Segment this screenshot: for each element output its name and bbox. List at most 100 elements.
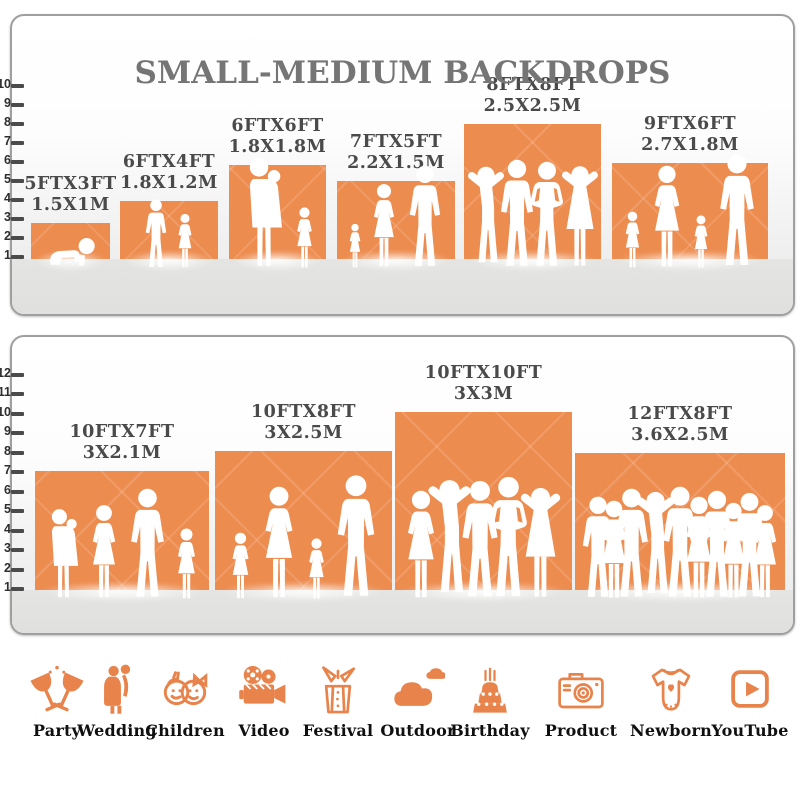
ruler-tick xyxy=(11,372,24,377)
ruler-number: 5 xyxy=(4,502,11,516)
festival-icon xyxy=(322,666,356,714)
ruler-number: 7 xyxy=(4,133,11,148)
backdrop-size-m: 1.8X1.2M xyxy=(120,173,218,193)
woman-silhouette xyxy=(367,183,401,269)
ruler-number: 3 xyxy=(4,541,11,555)
girl-silhouette xyxy=(227,532,254,600)
figure-group xyxy=(464,159,601,269)
category-label: Newborn xyxy=(630,721,712,740)
ruler-tick xyxy=(11,489,24,494)
ruler-number: 1 xyxy=(4,580,11,594)
backdrop-size-ft: 6FTX6FT xyxy=(231,116,324,136)
backdrop-size-label: 8FTX8FT 2.5X2.5M xyxy=(484,75,582,117)
backdrop-size-label: 10FTX10FT 3X3M xyxy=(425,363,543,405)
video-icon xyxy=(239,665,286,704)
backdrop-size-m: 3X2.5M xyxy=(264,423,343,443)
youtube-icon xyxy=(731,670,769,708)
ruler-number: 6 xyxy=(4,482,11,497)
children-icon xyxy=(163,671,208,706)
ruler-tick xyxy=(11,216,24,221)
figure-group xyxy=(31,235,110,269)
ruler-tick xyxy=(11,411,24,416)
ruler-tick xyxy=(11,450,24,455)
ruler-tick xyxy=(11,140,24,145)
ruler-tick xyxy=(11,548,24,552)
figure-group xyxy=(215,474,392,600)
girl-silhouette xyxy=(174,213,196,269)
figure-group xyxy=(229,157,326,269)
ruler-tick xyxy=(11,159,24,164)
wedding-icon xyxy=(104,664,131,714)
figure-ground-glow xyxy=(468,251,597,271)
backdrop-size-m: 1.5X1M xyxy=(31,195,110,215)
ruler-tick xyxy=(11,83,24,88)
category-label: Video xyxy=(238,721,290,740)
category-label: Children xyxy=(145,721,225,740)
ruler-tick xyxy=(11,567,24,572)
woman-arms-up-silhouette xyxy=(555,164,605,269)
ruler-number: 6 xyxy=(4,152,11,167)
ruler-tick xyxy=(11,392,24,396)
backdrop-size-m: 3X3M xyxy=(453,384,514,404)
category-label: Party xyxy=(32,721,82,740)
backdrop-size-ft: 10FTX8FT xyxy=(250,402,357,422)
category-item-birthday: Birthday xyxy=(445,662,535,740)
ruler-number: 9 xyxy=(4,424,11,438)
ruler-tick xyxy=(11,254,24,259)
ruler-tick xyxy=(11,587,24,591)
ruler-number: 4 xyxy=(4,521,11,536)
backdrop-size-m: 2.7X1.8M xyxy=(641,135,739,155)
backdrop-size-ft: 7FTX5FT xyxy=(349,132,443,152)
backdrop-size-m: 1.8X1.8M xyxy=(228,137,327,157)
figure-group xyxy=(337,165,455,269)
backdrop-size-label: 9FTX6FT 2.7X1.8M xyxy=(641,114,739,156)
backdrop-size-label: 10FTX7FT 3X2.1M xyxy=(69,422,174,464)
ruler-tick xyxy=(11,102,24,107)
backdrop-size-m: 2.5X2.5M xyxy=(483,96,582,116)
backdrop-size-ft: 10FTX10FT xyxy=(424,363,543,383)
product-icon xyxy=(558,673,604,709)
category-item-youtube: YouTube xyxy=(705,662,795,740)
girl-silhouette xyxy=(292,207,317,269)
newborn-icon xyxy=(651,668,691,711)
backdrop-size-ft: 12FTX8FT xyxy=(627,404,733,424)
girl-silhouette xyxy=(621,211,644,269)
category-item-video: Video xyxy=(219,662,309,740)
page-title: SMALL-MEDIUM BACKDROPS xyxy=(134,54,671,91)
category-item-product: Product xyxy=(536,662,626,740)
boy-silhouette xyxy=(142,199,170,269)
backdrop-size-ft: 8FTX8FT xyxy=(486,75,579,95)
category-label: Outdoor xyxy=(380,721,456,740)
backdrop-size-ft: 10FTX7FT xyxy=(69,422,175,442)
ruler-tick xyxy=(11,431,24,435)
ruler-number: 7 xyxy=(4,463,11,477)
backdrop-size-ft: 5FTX3FT xyxy=(24,174,117,194)
ruler-number: 8 xyxy=(4,114,11,129)
figure-ground-glow xyxy=(341,251,451,271)
woman-arms-up-silhouette xyxy=(513,486,568,600)
backdrop-size-ft: 9FTX6FT xyxy=(643,114,737,134)
woman-silhouette xyxy=(256,486,302,600)
ruler-tick xyxy=(11,197,24,202)
woman-holding-baby-silhouette xyxy=(43,508,83,600)
man-silhouette xyxy=(125,488,170,600)
ruler-tick xyxy=(11,178,24,183)
ruler-tick xyxy=(11,509,24,513)
woman-silhouette xyxy=(746,504,784,600)
backdrop-swatch xyxy=(120,201,218,259)
girl-silhouette xyxy=(172,528,201,600)
ruler-number: 4 xyxy=(4,190,11,205)
ruler-tick xyxy=(11,470,24,474)
backdrop-size-m: 3X2.1M xyxy=(82,443,162,463)
ruler-number: 8 xyxy=(4,443,11,458)
size-chart-panel-small: SMALL-MEDIUM BACKDROPS 10 9 8 7 6 5 4 3 2 1 5FTX3… xyxy=(0,14,795,316)
category-label: Festival xyxy=(302,721,374,740)
backdrop-size-label: 5FTX3FT 1.5X1M xyxy=(24,174,116,216)
category-label: Birthday xyxy=(450,721,530,740)
ruler-number: 2 xyxy=(4,228,11,243)
ruler-tick xyxy=(11,528,24,533)
backdrop-size-m: 3.6X2.5M xyxy=(631,425,729,445)
girl-silhouette xyxy=(304,538,329,600)
ruler-number: 12 xyxy=(0,365,11,380)
backdrop-size-label: 6FTX4FT 1.8X1.2M xyxy=(120,152,218,194)
